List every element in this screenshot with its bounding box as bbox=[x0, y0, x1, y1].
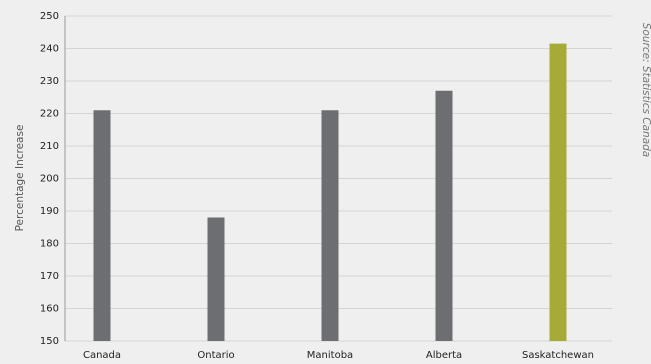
y-tick-label: 240 bbox=[40, 44, 59, 55]
x-tick-label: Saskatchewan bbox=[522, 350, 594, 361]
y-tick-label: 200 bbox=[40, 174, 59, 185]
x-tick-label: Canada bbox=[83, 350, 121, 361]
y-tick-label: 190 bbox=[40, 206, 59, 217]
y-tick-label: 250 bbox=[40, 11, 59, 22]
x-tick-label: Alberta bbox=[426, 350, 462, 361]
y-tick-label: 210 bbox=[40, 141, 59, 152]
bar bbox=[93, 110, 111, 341]
bar bbox=[435, 90, 453, 341]
source-note: Source: Statistics Canada bbox=[640, 23, 651, 157]
y-tick-label: 150 bbox=[40, 336, 59, 347]
y-axis-label: Percentage Increase bbox=[14, 125, 26, 232]
x-tick-label: Manitoba bbox=[307, 350, 353, 361]
y-tick-label: 230 bbox=[40, 76, 59, 87]
y-tick-label: 170 bbox=[40, 271, 59, 282]
y-tick-label: 160 bbox=[40, 304, 59, 315]
y-tick-label: 180 bbox=[40, 239, 59, 250]
x-tick-label: Ontario bbox=[197, 350, 234, 361]
y-tick-label: 220 bbox=[40, 109, 59, 120]
bar bbox=[321, 110, 339, 341]
bar bbox=[207, 217, 225, 341]
bar bbox=[549, 43, 567, 341]
